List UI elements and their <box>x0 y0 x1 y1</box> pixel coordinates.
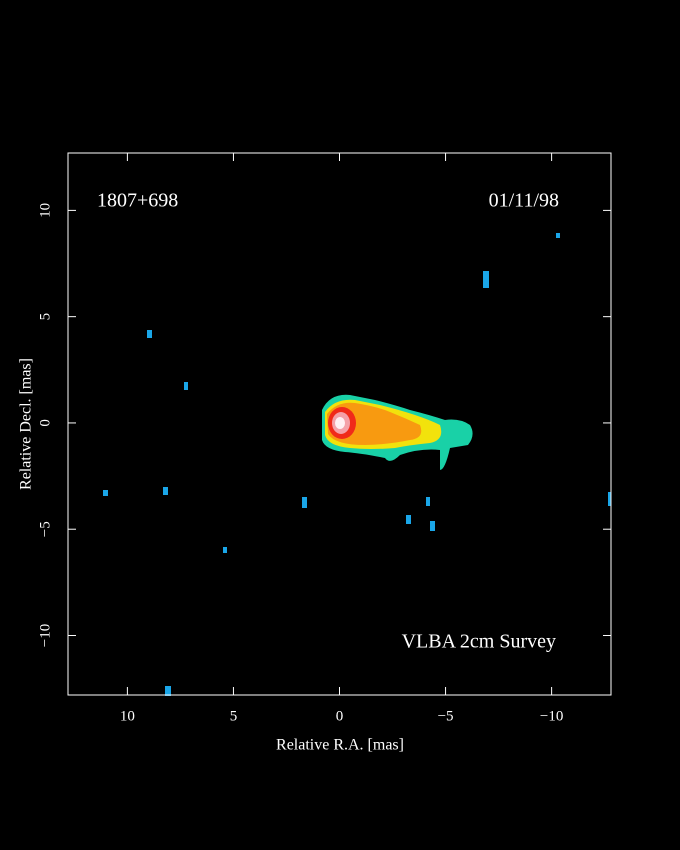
speck <box>165 686 171 696</box>
speck <box>556 233 560 238</box>
speck <box>103 490 108 496</box>
y-tick-label: 5 <box>37 313 53 321</box>
speck <box>147 330 152 338</box>
x-tick-label: −10 <box>540 708 563 724</box>
radio-image <box>103 233 611 696</box>
y-tick-label: 10 <box>37 203 53 218</box>
speck <box>483 271 489 288</box>
core-white <box>335 417 345 429</box>
speck <box>184 382 188 390</box>
x-tick-label: 5 <box>230 708 238 724</box>
y-tick-label: −5 <box>37 521 53 537</box>
annotation: VLBA 2cm Survey <box>402 631 556 653</box>
x-axis-label: Relative R.A. [mas] <box>276 737 404 754</box>
speck <box>426 497 430 506</box>
x-tick-label: 0 <box>336 708 344 724</box>
y-axis-label: Relative Decl. [mas] <box>18 358 35 490</box>
speck <box>430 521 435 531</box>
date-label: 01/11/98 <box>489 190 559 212</box>
speck <box>608 492 611 506</box>
y-tick-label: −10 <box>37 624 53 647</box>
speck <box>302 497 307 508</box>
source-label: 1807+698 <box>97 190 178 212</box>
x-tick-label: −5 <box>438 708 454 724</box>
speck <box>223 547 227 553</box>
noise-specks <box>103 233 611 696</box>
y-tick-label: 0 <box>37 419 53 427</box>
speck <box>406 515 411 524</box>
speck <box>163 487 168 495</box>
x-tick-label: 10 <box>120 708 135 724</box>
